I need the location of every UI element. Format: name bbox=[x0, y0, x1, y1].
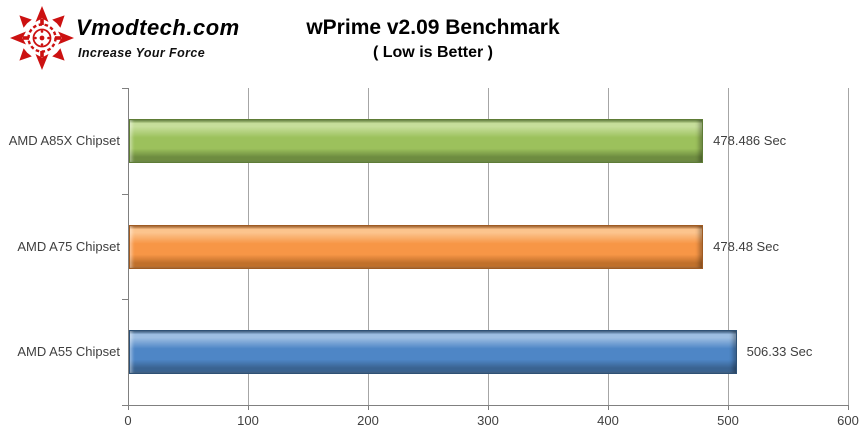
value-label: 478.48 Sec bbox=[713, 238, 779, 254]
logo-tagline-text: Increase Your Force bbox=[78, 46, 206, 60]
bar-blue-2 bbox=[129, 330, 737, 375]
y-axis-tick-2 bbox=[122, 299, 128, 300]
x-tick-label-200: 200 bbox=[357, 413, 379, 428]
x-tick-label-600: 600 bbox=[837, 413, 859, 428]
bar-green-0 bbox=[129, 118, 703, 163]
x-axis-tick-200 bbox=[368, 405, 369, 410]
logo-brand-text: Vmodtech.com bbox=[76, 15, 240, 40]
x-axis-tick-600 bbox=[848, 405, 849, 410]
x-axis-tick-400 bbox=[608, 405, 609, 410]
gridline-x-600 bbox=[848, 88, 849, 405]
chart-subtitle: ( Low is Better ) bbox=[372, 44, 493, 61]
x-tick-label-500: 500 bbox=[717, 413, 739, 428]
x-axis-line bbox=[122, 405, 848, 406]
x-tick-label-400: 400 bbox=[597, 413, 619, 428]
x-axis-tick-500 bbox=[728, 405, 729, 410]
x-axis-tick-100 bbox=[248, 405, 249, 410]
x-axis-tick-300 bbox=[488, 405, 489, 410]
vmodtech-logo-icon bbox=[10, 6, 74, 70]
bar-orange-1 bbox=[129, 224, 703, 269]
gridline-x-500 bbox=[728, 88, 729, 405]
category-label: AMD A75 Chipset bbox=[17, 238, 120, 254]
x-tick-label-0: 0 bbox=[124, 413, 132, 428]
x-axis-tick-0 bbox=[128, 405, 129, 410]
value-label: 506.33 Sec bbox=[746, 344, 813, 360]
category-label: AMD A55 Chipset bbox=[17, 344, 120, 360]
value-label: 478.486 Sec bbox=[713, 132, 787, 148]
y-axis-tick-0 bbox=[122, 88, 128, 89]
y-axis-tick-1 bbox=[122, 194, 128, 195]
x-tick-label-100: 100 bbox=[237, 413, 259, 428]
category-label: AMD A85X Chipset bbox=[8, 132, 120, 148]
x-tick-label-300: 300 bbox=[477, 413, 499, 428]
chart-title: wPrime v2.09 Benchmark bbox=[306, 16, 560, 39]
y-axis-line bbox=[128, 88, 129, 405]
